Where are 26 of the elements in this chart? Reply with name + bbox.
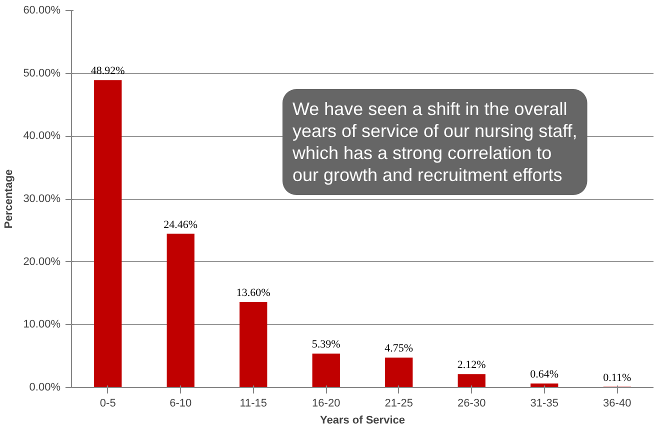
- data-label: 4.75%: [384, 342, 414, 355]
- annotation: We have seen a shift in the overall years of service of our nursing staff, which has a strong correlation to our growth and recruitment efforts: [291, 99, 578, 186]
- data-label: 0.64%: [530, 368, 559, 380]
- x-tick-label: 6-10: [170, 398, 192, 410]
- y-tick-label: 10.00%: [23, 318, 61, 331]
- x-tick-label: 26-30: [458, 398, 486, 410]
- y-tick-label: 0.00%: [29, 382, 61, 394]
- data-label: 5.39%: [312, 338, 340, 351]
- y-tick-label: 40.00%: [23, 130, 61, 142]
- x-tick-label: 21-25: [384, 398, 413, 410]
- x-tick-label: 11-15: [240, 398, 268, 410]
- data-label: 24.46%: [164, 218, 198, 231]
- y-axis-title: Percentage: [3, 169, 16, 229]
- data-label: 48.92%: [90, 65, 125, 78]
- y-tick-label: 20.00%: [23, 256, 61, 268]
- x-tick-label: 16-20: [312, 398, 340, 410]
- x-tick-label: 0-5: [100, 398, 116, 410]
- y-tick-label: 50.00%: [23, 67, 61, 80]
- y-tick-label: 30.00%: [23, 193, 61, 205]
- x-tick-label: 31-35: [530, 398, 558, 410]
- data-label: 13.60%: [236, 287, 270, 300]
- y-tick-label: 60.00%: [23, 4, 61, 16]
- data-label: 0.11%: [603, 372, 632, 384]
- x-axis-title: Years of Service: [320, 414, 406, 426]
- data-label: 2.12%: [457, 359, 486, 372]
- x-tick-label: 36-40: [603, 398, 632, 410]
